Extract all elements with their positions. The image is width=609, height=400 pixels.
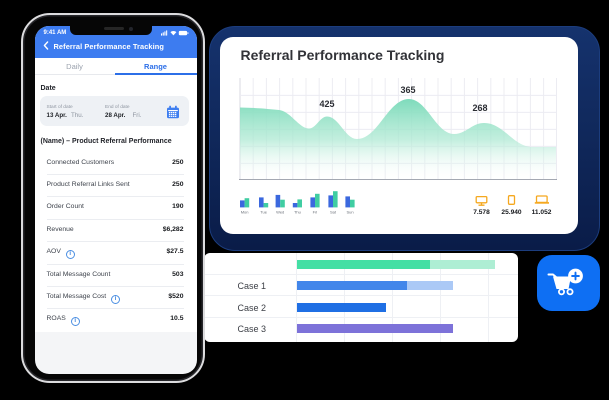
svg-text:7.578: 7.578: [473, 209, 490, 216]
svg-text:Thu: Thu: [293, 209, 300, 214]
svg-text:Sun: Sun: [346, 209, 353, 214]
svg-text:Sat: Sat: [329, 209, 336, 214]
svg-text:11.052: 11.052: [531, 209, 551, 216]
svg-text:25.940: 25.940: [501, 209, 522, 216]
svg-text:Wed: Wed: [276, 209, 284, 214]
svg-text:Mon: Mon: [240, 209, 248, 214]
svg-text:Tue: Tue: [260, 209, 268, 214]
svg-text:Fri: Fri: [312, 209, 317, 214]
